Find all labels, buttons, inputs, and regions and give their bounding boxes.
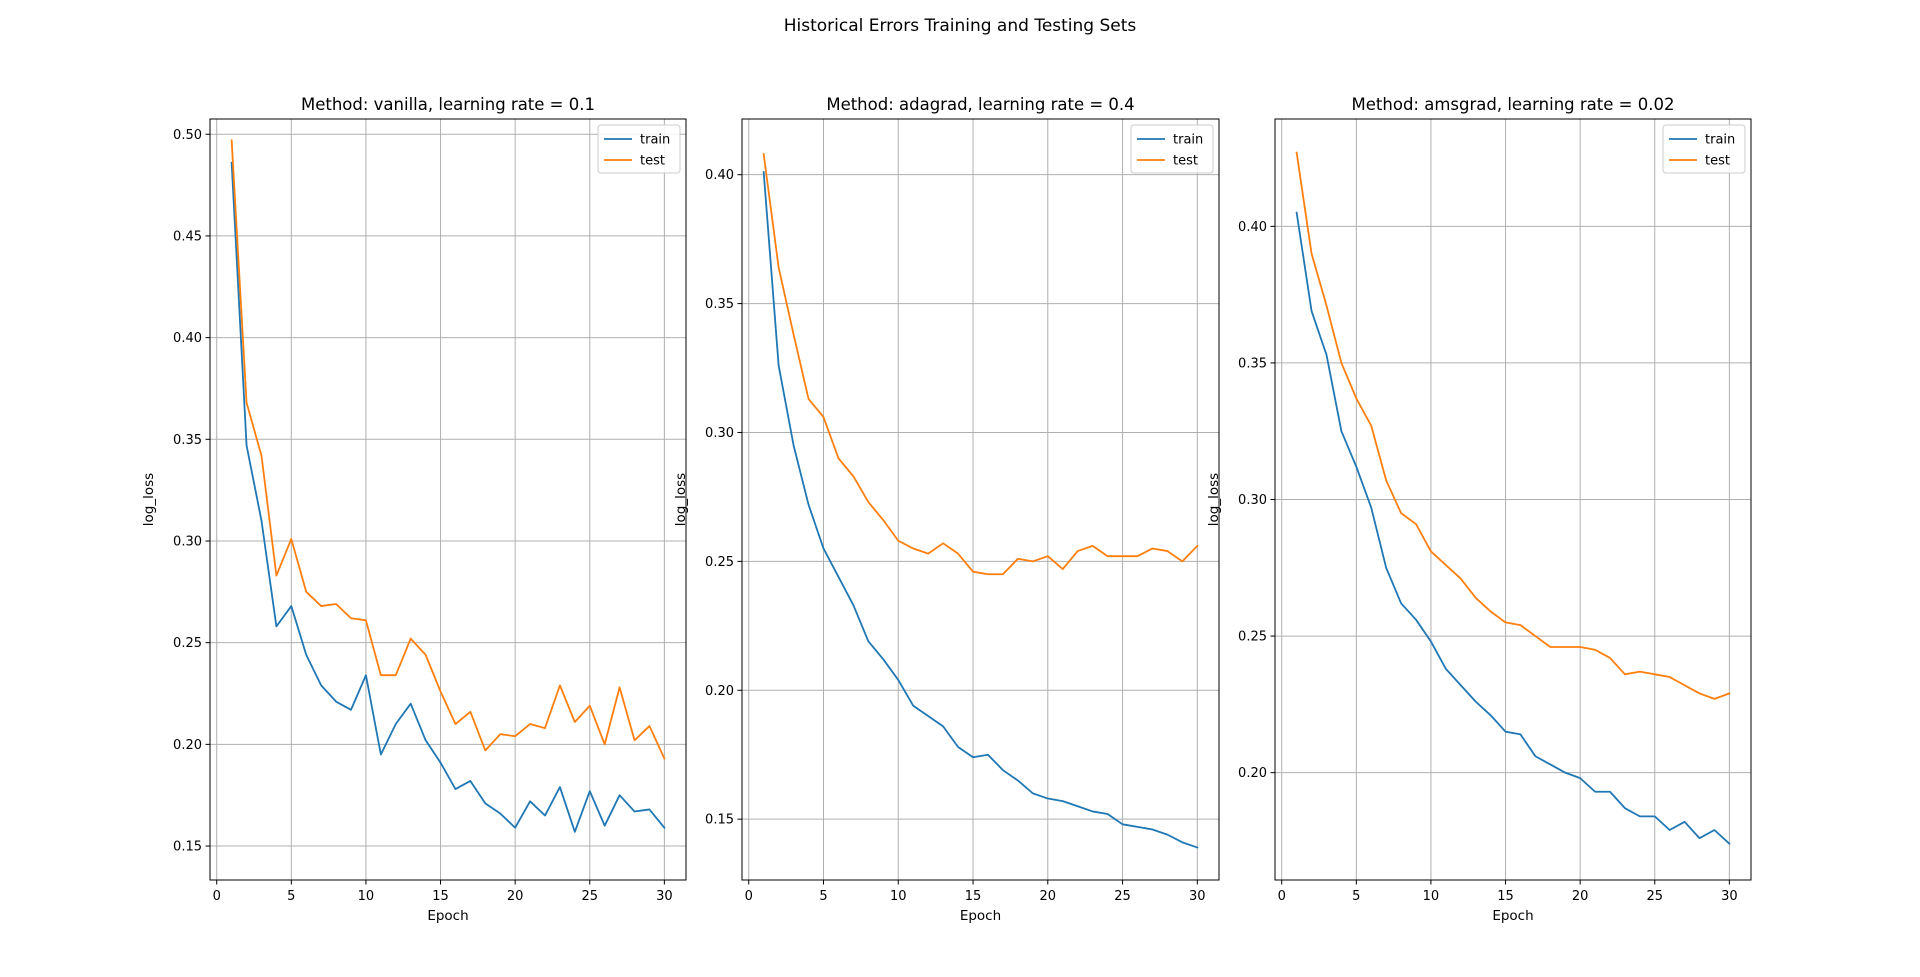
- series-line-test: [762, 153, 1199, 576]
- y-tick-label: 0.40: [173, 331, 202, 346]
- x-tick-label: 25: [581, 889, 598, 904]
- y-axis-label: log_loss: [1206, 473, 1222, 526]
- chart-panel-1: 0 5 10 15 20 25 30 0.15 0.20 0.25 0.30 0.35 0.40 0.45…: [141, 95, 687, 924]
- x-tick-label: 15: [432, 889, 449, 904]
- x-tick-label: 0: [213, 889, 221, 904]
- series-line-test: [230, 139, 666, 760]
- series-line-train: [230, 161, 666, 833]
- x-tick-label: 20: [1572, 889, 1589, 904]
- y-tick-label: 0.20: [1238, 766, 1267, 781]
- axes-frame: [209, 118, 687, 881]
- axes-frame: [741, 118, 1220, 881]
- series-line-train: [1295, 211, 1731, 845]
- x-tick-label: 30: [1721, 889, 1738, 904]
- x-tick-label: 25: [1114, 889, 1131, 904]
- legend: train test: [1130, 124, 1214, 174]
- y-tick-label: 0.50: [173, 128, 202, 143]
- legend: train test: [1662, 124, 1746, 174]
- x-tick-label: 30: [1189, 889, 1206, 904]
- y-tick-label: 0.30: [705, 426, 734, 441]
- chart-panel-3: 0 5 10 15 20 25 30 0.20 0.25 0.30 0.35 0.40 Method: …: [1206, 95, 1752, 924]
- legend-label-train: train: [1173, 133, 1203, 148]
- chart-title: Method: amsgrad, learning rate = 0.02: [1352, 95, 1675, 114]
- y-tick-label: 0.40: [705, 168, 734, 183]
- legend-label-test: test: [640, 154, 665, 169]
- figure-title: Historical Errors Training and Testing S…: [783, 16, 1137, 36]
- x-tick-label: 30: [656, 889, 673, 904]
- y-tick-label: 0.30: [1238, 493, 1267, 508]
- legend-label-train: train: [1705, 133, 1735, 148]
- x-tick-label: 10: [358, 889, 375, 904]
- y-tick-label: 0.25: [705, 555, 734, 570]
- chart-panel-2: 0 5 10 15 20 25 30 0.15 0.20 0.25 0.30 0.35 0.40 Meth…: [673, 95, 1220, 924]
- x-tick-label: 5: [1352, 889, 1360, 904]
- legend-label-test: test: [1705, 154, 1730, 169]
- x-tick-label: 15: [965, 889, 982, 904]
- y-tick-label: 0.35: [1238, 356, 1267, 371]
- x-tick-label: 20: [507, 889, 524, 904]
- x-axis-label: Epoch: [960, 908, 1001, 924]
- series-line-test: [1295, 151, 1731, 700]
- legend-label-test: test: [1173, 154, 1198, 169]
- y-tick-label: 0.40: [1238, 220, 1267, 235]
- y-tick-label: 0.35: [705, 297, 734, 312]
- x-tick-label: 25: [1646, 889, 1663, 904]
- x-tick-label: 0: [1278, 889, 1286, 904]
- series-line-train: [762, 171, 1199, 849]
- legend: train test: [597, 124, 681, 174]
- y-axis-label: log_loss: [141, 473, 157, 526]
- legend-label-train: train: [640, 133, 670, 148]
- x-tick-label: 15: [1497, 889, 1514, 904]
- legend-box: [1130, 124, 1214, 174]
- x-tick-label: 10: [890, 889, 907, 904]
- y-tick-label: 0.25: [1238, 630, 1267, 645]
- x-tick-label: 10: [1423, 889, 1440, 904]
- y-tick-label: 0.25: [173, 636, 202, 651]
- y-tick-label: 0.15: [705, 813, 734, 828]
- x-axis-label: Epoch: [1492, 908, 1533, 924]
- y-tick-label: 0.20: [173, 738, 202, 753]
- y-tick-label: 0.15: [173, 840, 202, 855]
- x-tick-label: 5: [819, 889, 827, 904]
- y-tick-label: 0.45: [173, 229, 202, 244]
- y-tick-label: 0.35: [173, 433, 202, 448]
- x-axis-label: Epoch: [427, 908, 468, 924]
- chart-title: Method: vanilla, learning rate = 0.1: [301, 95, 595, 114]
- chart-title: Method: adagrad, learning rate = 0.4: [826, 95, 1134, 114]
- y-tick-label: 0.30: [173, 534, 202, 549]
- legend-box: [1662, 124, 1746, 174]
- x-tick-label: 20: [1040, 889, 1057, 904]
- y-tick-label: 0.20: [705, 684, 734, 699]
- x-tick-label: 5: [287, 889, 295, 904]
- y-axis-label: log_loss: [673, 473, 689, 526]
- legend-box: [597, 124, 681, 174]
- x-tick-label: 0: [745, 889, 753, 904]
